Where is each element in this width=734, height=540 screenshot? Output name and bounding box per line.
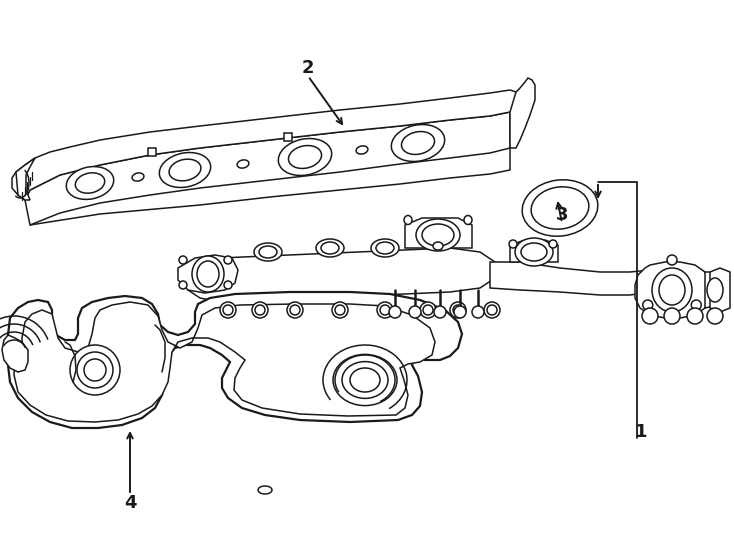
Ellipse shape <box>316 239 344 257</box>
Ellipse shape <box>220 302 236 318</box>
Ellipse shape <box>416 219 460 251</box>
Ellipse shape <box>434 306 446 318</box>
Text: 3: 3 <box>556 206 568 224</box>
Ellipse shape <box>423 305 433 315</box>
Ellipse shape <box>464 215 472 225</box>
Ellipse shape <box>278 139 332 176</box>
Ellipse shape <box>380 305 390 315</box>
Ellipse shape <box>254 243 282 261</box>
Ellipse shape <box>664 308 680 324</box>
Ellipse shape <box>667 311 677 321</box>
Ellipse shape <box>179 281 187 289</box>
Ellipse shape <box>687 308 703 324</box>
Ellipse shape <box>710 311 720 321</box>
Ellipse shape <box>77 352 113 388</box>
Ellipse shape <box>197 261 219 287</box>
Ellipse shape <box>179 256 187 264</box>
Ellipse shape <box>401 132 435 154</box>
Polygon shape <box>25 112 510 225</box>
Ellipse shape <box>522 180 597 236</box>
Ellipse shape <box>321 242 339 254</box>
Ellipse shape <box>515 238 553 266</box>
Ellipse shape <box>409 306 421 318</box>
Ellipse shape <box>159 152 211 187</box>
Ellipse shape <box>132 173 144 181</box>
Polygon shape <box>12 90 520 200</box>
Polygon shape <box>510 240 558 262</box>
Ellipse shape <box>333 354 397 406</box>
Ellipse shape <box>454 306 466 318</box>
Polygon shape <box>8 292 462 428</box>
Ellipse shape <box>371 239 399 257</box>
Ellipse shape <box>342 362 388 399</box>
Ellipse shape <box>484 302 500 318</box>
Ellipse shape <box>549 240 557 248</box>
Ellipse shape <box>66 166 114 199</box>
Text: 1: 1 <box>635 423 647 441</box>
Ellipse shape <box>645 311 655 321</box>
Ellipse shape <box>691 300 701 310</box>
Ellipse shape <box>652 268 692 312</box>
Ellipse shape <box>450 302 466 318</box>
Polygon shape <box>16 158 35 200</box>
Ellipse shape <box>335 305 345 315</box>
Ellipse shape <box>472 306 484 318</box>
Ellipse shape <box>350 368 380 392</box>
Polygon shape <box>405 218 472 248</box>
Polygon shape <box>635 262 710 318</box>
Ellipse shape <box>224 281 232 289</box>
Ellipse shape <box>223 305 233 315</box>
Ellipse shape <box>252 302 268 318</box>
Polygon shape <box>510 78 535 148</box>
Ellipse shape <box>377 302 393 318</box>
Ellipse shape <box>169 159 201 181</box>
Ellipse shape <box>404 215 412 225</box>
Ellipse shape <box>707 278 723 302</box>
Text: 2: 2 <box>302 59 314 77</box>
Ellipse shape <box>290 305 300 315</box>
Ellipse shape <box>521 243 547 261</box>
Ellipse shape <box>433 242 443 250</box>
Ellipse shape <box>237 160 249 168</box>
Ellipse shape <box>667 255 677 265</box>
Ellipse shape <box>332 302 348 318</box>
Ellipse shape <box>259 246 277 258</box>
Ellipse shape <box>422 224 454 246</box>
Polygon shape <box>284 133 292 141</box>
Ellipse shape <box>531 187 589 229</box>
Ellipse shape <box>70 345 120 395</box>
Ellipse shape <box>287 302 303 318</box>
Polygon shape <box>2 335 28 372</box>
Polygon shape <box>178 255 238 293</box>
Polygon shape <box>705 272 724 308</box>
Ellipse shape <box>84 359 106 381</box>
Ellipse shape <box>356 146 368 154</box>
Ellipse shape <box>192 256 224 292</box>
Ellipse shape <box>509 240 517 248</box>
Ellipse shape <box>690 311 700 321</box>
Ellipse shape <box>707 308 723 324</box>
Ellipse shape <box>420 302 436 318</box>
Polygon shape <box>148 148 156 156</box>
Ellipse shape <box>659 275 685 305</box>
Polygon shape <box>14 302 435 422</box>
Ellipse shape <box>288 146 321 168</box>
Ellipse shape <box>376 242 394 254</box>
Polygon shape <box>188 248 495 302</box>
Ellipse shape <box>389 306 401 318</box>
Ellipse shape <box>255 305 265 315</box>
Text: 4: 4 <box>124 494 137 512</box>
Ellipse shape <box>487 305 497 315</box>
Ellipse shape <box>642 308 658 324</box>
Ellipse shape <box>224 256 232 264</box>
Ellipse shape <box>391 125 445 161</box>
Ellipse shape <box>258 486 272 494</box>
Polygon shape <box>490 262 660 295</box>
Ellipse shape <box>453 305 463 315</box>
Ellipse shape <box>76 173 105 193</box>
Polygon shape <box>710 268 730 312</box>
Ellipse shape <box>643 300 653 310</box>
